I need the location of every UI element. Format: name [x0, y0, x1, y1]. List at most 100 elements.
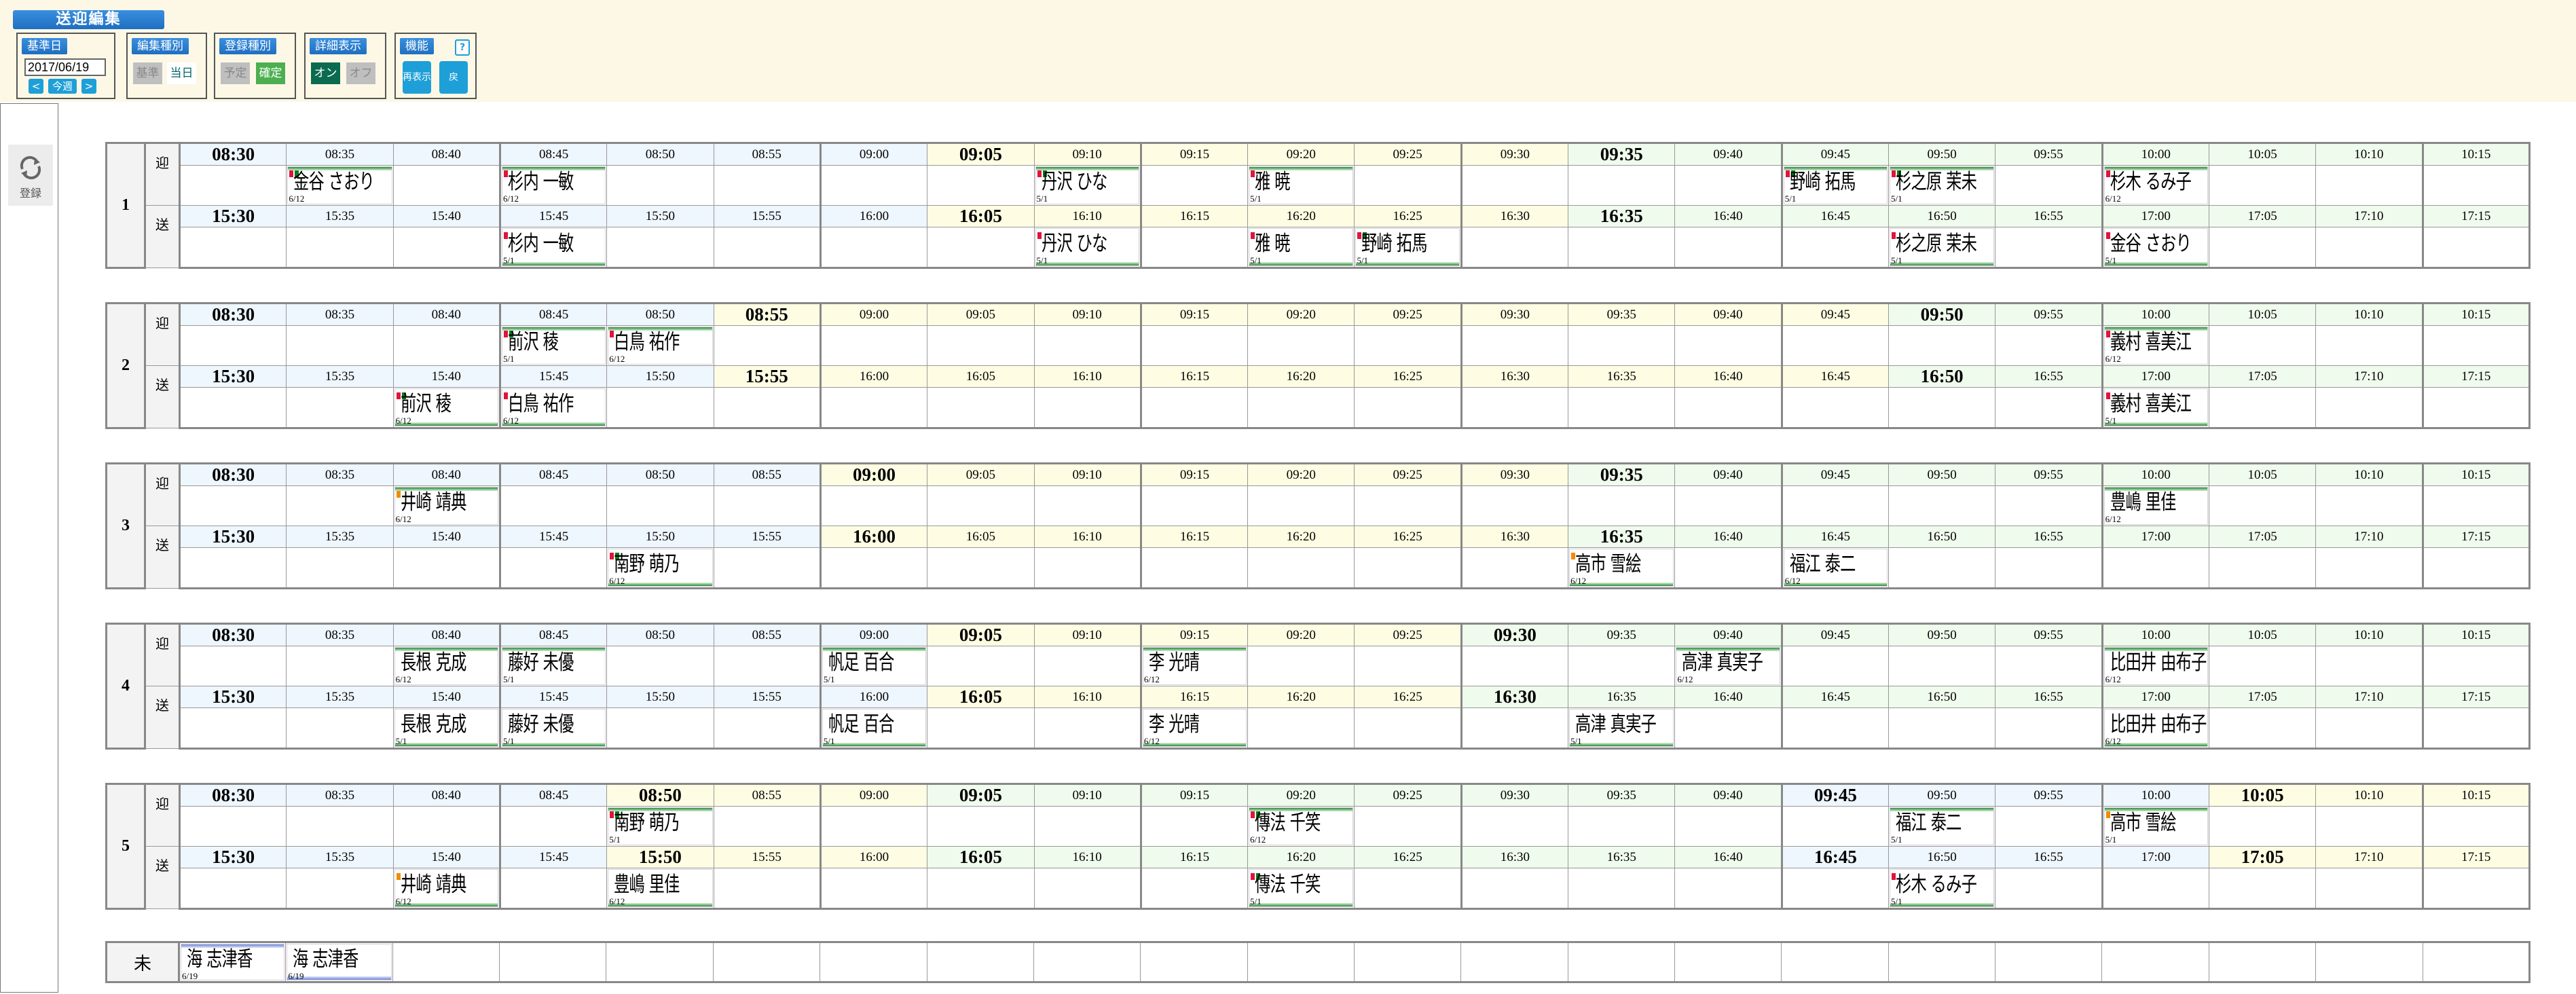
time-slot-cell[interactable]: [1568, 806, 1676, 847]
time-slot-cell[interactable]: [178, 806, 287, 847]
time-slot-cell[interactable]: 比田井 由布子 6/12: [2101, 707, 2209, 750]
time-slot-cell[interactable]: [1674, 325, 1782, 366]
prev-week-button[interactable]: <: [29, 79, 43, 94]
time-slot-cell[interactable]: [927, 485, 1035, 526]
time-slot-cell[interactable]: [178, 227, 287, 269]
time-slot-cell[interactable]: 福江 泰二 6/12: [1780, 547, 1890, 589]
time-slot-cell[interactable]: [2315, 868, 2423, 910]
time-slot-cell[interactable]: 高市 雪絵 6/12: [1568, 547, 1676, 589]
time-slot-cell[interactable]: [1568, 387, 1676, 429]
time-slot-cell[interactable]: 前沢 稜 6/12: [392, 387, 500, 429]
time-slot-cell[interactable]: [819, 868, 928, 910]
schedule-card[interactable]: 豊嶋 里佳 6/12: [2104, 487, 2208, 525]
time-slot-cell[interactable]: [927, 325, 1035, 366]
time-slot-cell[interactable]: [1247, 547, 1355, 589]
time-slot-cell[interactable]: [1888, 707, 1996, 750]
time-slot-cell[interactable]: [2208, 227, 2317, 269]
time-slot-cell[interactable]: 白鳥 祐作 6/12: [498, 387, 608, 429]
time-slot-cell[interactable]: 義村 喜美江 5/1: [2101, 387, 2209, 429]
time-slot-cell[interactable]: [1888, 646, 1996, 686]
time-slot-cell[interactable]: 南野 萌乃 5/1: [606, 806, 714, 847]
time-slot-cell[interactable]: [713, 485, 821, 526]
time-slot-cell[interactable]: [1354, 806, 1462, 847]
unassigned-slot[interactable]: [2101, 941, 2209, 983]
time-slot-cell[interactable]: [392, 325, 500, 366]
schedule-card[interactable]: 金谷 さおり 5/1: [2104, 228, 2208, 266]
time-slot-cell[interactable]: [2421, 707, 2531, 750]
time-slot-cell[interactable]: [1674, 868, 1782, 910]
time-slot-cell[interactable]: [1674, 387, 1782, 429]
time-slot-cell[interactable]: [1674, 485, 1782, 526]
schedule-card[interactable]: 長根 克成 6/12: [394, 647, 498, 685]
time-slot-cell[interactable]: [713, 806, 821, 847]
time-slot-cell[interactable]: [286, 485, 394, 526]
time-slot-cell[interactable]: [498, 485, 608, 526]
schedule-card[interactable]: 南野 萌乃 5/1: [608, 807, 713, 845]
schedule-card[interactable]: 藤好 未優 5/1: [502, 647, 606, 685]
time-slot-cell[interactable]: 藤好 未優 5/1: [498, 707, 608, 750]
time-slot-cell[interactable]: [1033, 325, 1141, 366]
time-slot-cell[interactable]: [606, 646, 714, 686]
schedule-card[interactable]: 杉木 るみ子 5/1: [1890, 869, 1995, 907]
time-slot-cell[interactable]: [1888, 387, 1996, 429]
time-slot-cell[interactable]: [1460, 806, 1569, 847]
time-slot-cell[interactable]: [498, 868, 608, 910]
time-slot-cell[interactable]: [2315, 227, 2423, 269]
time-slot-cell[interactable]: [286, 868, 394, 910]
time-slot-cell[interactable]: [1139, 227, 1249, 269]
time-slot-cell[interactable]: 雅 暁 5/1: [1247, 227, 1355, 269]
time-slot-cell[interactable]: [2421, 646, 2531, 686]
schedule-card[interactable]: 李 光晴 6/12: [1143, 647, 1247, 685]
time-slot-cell[interactable]: [2421, 547, 2531, 589]
unassigned-slot[interactable]: [1353, 941, 1462, 983]
time-slot-cell[interactable]: [606, 227, 714, 269]
time-slot-cell[interactable]: [1674, 806, 1782, 847]
time-slot-cell[interactable]: [1674, 547, 1782, 589]
time-slot-cell[interactable]: [2208, 165, 2317, 206]
time-slot-cell[interactable]: 杉内 一敏 6/12: [498, 165, 608, 206]
schedule-card[interactable]: 白鳥 祐作 6/12: [502, 388, 606, 426]
time-slot-cell[interactable]: 野崎 拓馬 5/1: [1780, 165, 1890, 206]
schedule-card[interactable]: 義村 喜美江 6/12: [2104, 327, 2208, 365]
time-slot-cell[interactable]: [1354, 165, 1462, 206]
time-slot-cell[interactable]: [1568, 485, 1676, 526]
time-slot-cell[interactable]: 高市 雪絵 5/1: [2101, 806, 2209, 847]
time-slot-cell[interactable]: 杉之原 茉未 5/1: [1888, 165, 1996, 206]
time-slot-cell[interactable]: [392, 165, 500, 206]
time-slot-cell[interactable]: 長根 克成 6/12: [392, 646, 500, 686]
time-slot-cell[interactable]: [1568, 325, 1676, 366]
time-slot-cell[interactable]: [286, 646, 394, 686]
unassigned-slot[interactable]: [2208, 941, 2317, 983]
time-slot-cell[interactable]: [1995, 646, 2103, 686]
time-slot-cell[interactable]: [286, 547, 394, 589]
time-slot-cell[interactable]: [1995, 325, 2103, 366]
schedule-card[interactable]: 比田井 由布子 6/12: [2104, 647, 2208, 685]
schedule-card[interactable]: 傳法 千笑 5/1: [1249, 869, 1354, 907]
time-slot-cell[interactable]: [1139, 165, 1249, 206]
time-slot-cell[interactable]: [713, 646, 821, 686]
time-slot-cell[interactable]: [498, 806, 608, 847]
time-slot-cell[interactable]: 丹沢 ひな 5/1: [1033, 227, 1141, 269]
time-slot-cell[interactable]: [1674, 165, 1782, 206]
schedule-card[interactable]: 野崎 拓馬 5/1: [1784, 166, 1888, 204]
time-slot-cell[interactable]: [286, 387, 394, 429]
time-slot-cell[interactable]: 杉内 一敏 5/1: [498, 227, 608, 269]
schedule-card[interactable]: 義村 喜美江 5/1: [2104, 388, 2208, 426]
schedule-card[interactable]: 帆足 百合 5/1: [822, 709, 927, 747]
schedule-card[interactable]: 南野 萌乃 6/12: [608, 549, 713, 587]
time-slot-cell[interactable]: [2315, 646, 2423, 686]
time-slot-cell[interactable]: [819, 325, 928, 366]
time-slot-cell[interactable]: 杉之原 茉未 5/1: [1888, 227, 1996, 269]
time-slot-cell[interactable]: 義村 喜美江 6/12: [2101, 325, 2209, 366]
time-slot-cell[interactable]: 杉木 るみ子 5/1: [1888, 868, 1996, 910]
time-slot-cell[interactable]: [713, 325, 821, 366]
back-button[interactable]: 戻: [439, 61, 468, 94]
unassigned-slot[interactable]: [392, 941, 500, 983]
time-slot-cell[interactable]: [1568, 165, 1676, 206]
time-slot-cell[interactable]: [606, 165, 714, 206]
time-slot-cell[interactable]: 福江 泰二 5/1: [1888, 806, 1996, 847]
schedule-card[interactable]: 高市 雪絵 5/1: [2104, 807, 2208, 845]
schedule-card[interactable]: 長根 克成 5/1: [394, 709, 498, 747]
schedule-card[interactable]: 高市 雪絵 6/12: [1569, 549, 1674, 587]
time-slot-cell[interactable]: [927, 707, 1035, 750]
